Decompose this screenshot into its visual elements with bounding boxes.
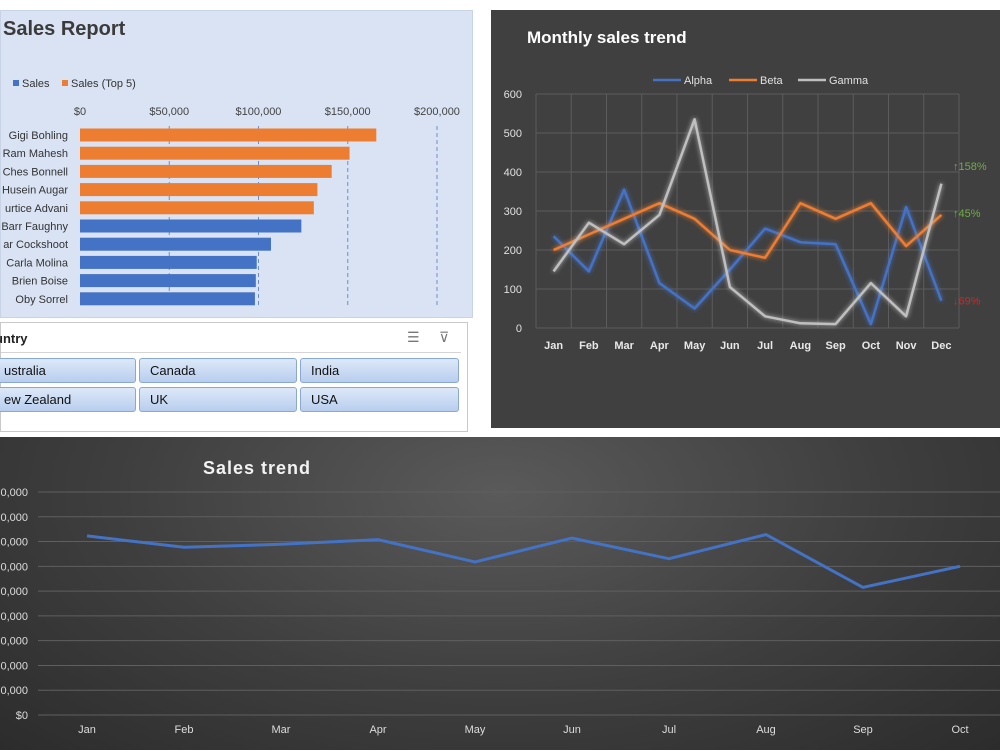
bar — [80, 146, 350, 160]
bar — [80, 128, 377, 142]
x-tick-label: $100,000 — [236, 106, 282, 118]
category-label: Brien Boise — [12, 276, 68, 288]
y-tick-label: 0,000 — [0, 636, 28, 648]
x-tick-label: Aug — [790, 340, 811, 352]
y-tick-label: 0,000 — [0, 512, 28, 524]
x-tick-label: Feb — [579, 340, 599, 352]
y-tick-label: 0,000 — [0, 660, 28, 672]
legend-swatch-0 — [13, 80, 19, 86]
category-label: Ram Mahesh — [3, 148, 68, 160]
legend-label-1: Sales (Top 5) — [71, 78, 136, 90]
legend-label-2: Gamma — [829, 75, 869, 87]
country-slicer: untry ☰ ⊽ ustralia Canada India ew Zeala… — [0, 322, 468, 432]
x-tick-label: Jan — [78, 724, 96, 736]
x-tick-label: $200,000 — [414, 106, 460, 118]
x-tick-label: Sep — [853, 724, 873, 736]
x-tick-label: Dec — [931, 340, 951, 352]
slicer-divider — [1, 352, 461, 353]
category-label: ar Cockshoot — [3, 239, 68, 251]
series-line-gamma — [552, 118, 943, 326]
y-tick-label: 200 — [504, 245, 522, 257]
y-tick-label: 0,000 — [0, 586, 28, 598]
bar — [80, 164, 332, 178]
category-label: Ches Bonnell — [3, 166, 68, 178]
series-line-alpha — [552, 188, 943, 326]
x-tick-label: Oct — [862, 340, 881, 352]
monthly-trend-panel: Monthly sales trend 0 100 200 300 400 500 600 J… — [491, 10, 1000, 428]
x-tick-label: Nov — [896, 340, 918, 352]
category-label: Oby Sorrel — [15, 294, 68, 306]
slicer-item-uk[interactable]: UK — [139, 387, 297, 412]
category-label: Gigi Bohling — [9, 130, 68, 142]
y-tick-label: 0,000 — [0, 537, 28, 549]
slicer-item-india[interactable]: India — [300, 358, 459, 383]
x-tick-label: Jun — [563, 724, 581, 736]
sales-report-panel: Sales Report Sales Sales (Top 5) $0 $50,000… — [0, 10, 473, 318]
change-annotation: ↑158% — [953, 161, 987, 173]
clear-filter-icon[interactable]: ⊽ — [439, 329, 450, 345]
multi-select-icon[interactable]: ☰ — [407, 329, 420, 345]
y-tick-label: 0 — [516, 323, 522, 335]
change-annotation: ↑45% — [953, 208, 981, 220]
slicer-item-new-zealand[interactable]: ew Zealand — [0, 387, 136, 412]
y-tick-label: $0 — [16, 710, 28, 722]
x-tick-label: Feb — [175, 724, 194, 736]
x-tick-label: Oct — [951, 724, 968, 736]
bar — [80, 201, 314, 215]
slicer-item-canada[interactable]: Canada — [139, 358, 297, 383]
x-tick-label: May — [684, 340, 706, 352]
x-tick-label: $150,000 — [325, 106, 371, 118]
y-tick-label: 600 — [504, 89, 522, 101]
bar — [80, 292, 255, 306]
sales-trend-panel: Sales trend $0 0,000 0,000 0,000 0,000 0,000 0… — [0, 437, 1000, 750]
x-tick-label: Jul — [662, 724, 676, 736]
bar — [80, 183, 318, 197]
category-label: Husein Augar — [2, 185, 68, 197]
monthly-trend-title: Monthly sales trend — [527, 28, 687, 47]
monthly-trend-chart[interactable]: Monthly sales trend 0 100 200 300 400 500 600 J… — [491, 10, 1000, 428]
legend-label-0: Alpha — [684, 75, 713, 87]
y-tick-label: 100 — [504, 284, 522, 296]
slicer-item-australia[interactable]: ustralia — [0, 358, 136, 383]
bar — [80, 274, 256, 288]
y-tick-label: 0,000 — [0, 487, 28, 499]
x-tick-label: Jun — [720, 340, 740, 352]
change-annotation: ↓69% — [953, 296, 981, 308]
bar — [80, 219, 302, 233]
y-tick-label: 0,000 — [0, 685, 28, 697]
y-tick-label: 300 — [504, 206, 522, 218]
x-tick-label: Sep — [826, 340, 846, 352]
sales-report-title: Sales Report — [3, 18, 126, 40]
sales-report-chart[interactable]: Sales Report Sales Sales (Top 5) $0 $50,000… — [1, 11, 474, 319]
x-tick-label: $0 — [74, 106, 86, 118]
y-tick-label: 0,000 — [0, 561, 28, 573]
y-tick-label: 500 — [504, 128, 522, 140]
x-tick-label: Jan — [544, 340, 563, 352]
x-tick-label: Mar — [272, 724, 291, 736]
x-tick-label: Apr — [650, 340, 670, 352]
category-label: Barr Faughny — [1, 221, 68, 233]
sales-trend-line — [86, 533, 961, 589]
y-tick-label: 0,000 — [0, 611, 28, 623]
bar — [80, 237, 271, 251]
x-tick-label: Apr — [369, 724, 386, 736]
legend-label-0: Sales — [22, 78, 50, 90]
sales-trend-chart[interactable]: Sales trend $0 0,000 0,000 0,000 0,000 0,000 0… — [0, 437, 1000, 750]
legend-label-1: Beta — [760, 75, 784, 87]
bar — [80, 255, 257, 269]
x-tick-label: Aug — [756, 724, 776, 736]
category-label: urtice Advani — [5, 203, 68, 215]
sales-trend-title: Sales trend — [203, 458, 311, 478]
x-tick-label: May — [465, 724, 486, 736]
x-tick-label: Jul — [757, 340, 773, 352]
series-line-beta — [553, 201, 943, 260]
slicer-title: untry — [0, 331, 28, 346]
y-tick-label: 400 — [504, 167, 522, 179]
legend-swatch-1 — [62, 80, 68, 86]
category-label: Carla Molina — [6, 257, 69, 269]
slicer-item-usa[interactable]: USA — [300, 387, 459, 412]
x-tick-label: Mar — [614, 340, 634, 352]
x-tick-label: $50,000 — [149, 106, 189, 118]
